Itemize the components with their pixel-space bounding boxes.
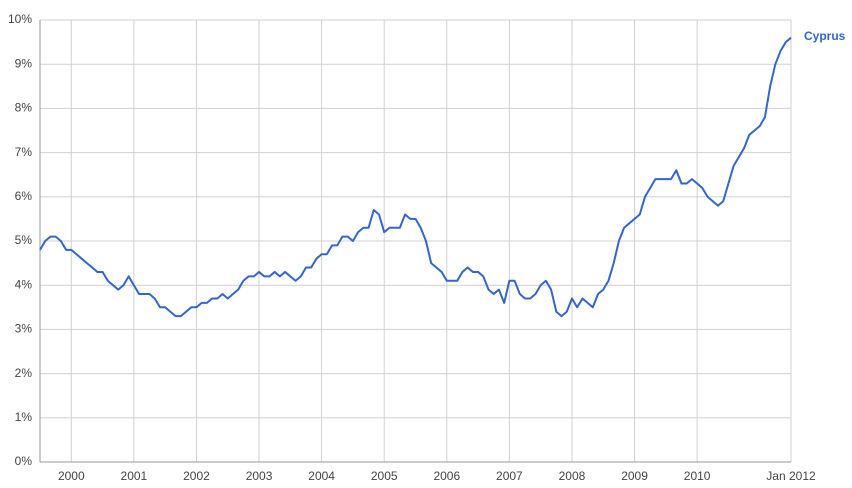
- x-tick-label: 2001: [121, 469, 148, 483]
- line: [39, 36, 792, 318]
- x-tick-label: 2004: [308, 469, 335, 483]
- y-tick-label: 7%: [15, 145, 33, 159]
- x-tick-label: 2010: [684, 469, 711, 483]
- y-tick-label: 1%: [15, 410, 33, 424]
- x-tick-label: 2002: [183, 469, 210, 483]
- legend-label: Cyprus: [804, 29, 846, 43]
- x-tick-label: 2006: [433, 469, 460, 483]
- y-tick-label: 2%: [15, 366, 33, 380]
- y-tick-label: 3%: [15, 322, 33, 336]
- x-tick-label: 2007: [496, 469, 523, 483]
- y-tick-label: 5%: [15, 233, 33, 247]
- y-tick-label: 4%: [15, 277, 33, 291]
- x-tick-label: 2003: [246, 469, 273, 483]
- x-tick-label: 2000: [58, 469, 85, 483]
- y-tick-label: 6%: [15, 189, 33, 203]
- x-tick-label: 2009: [621, 469, 648, 483]
- x-tick-label: 2008: [559, 469, 586, 483]
- y-tick-label: 0%: [15, 454, 33, 468]
- x-tick-label: 2005: [371, 469, 398, 483]
- y-tick-label: 8%: [15, 101, 33, 115]
- y-tick-label: 9%: [15, 56, 33, 70]
- x-tick-label: Jan 2012: [766, 469, 816, 483]
- y-tick-label: 10%: [8, 12, 32, 26]
